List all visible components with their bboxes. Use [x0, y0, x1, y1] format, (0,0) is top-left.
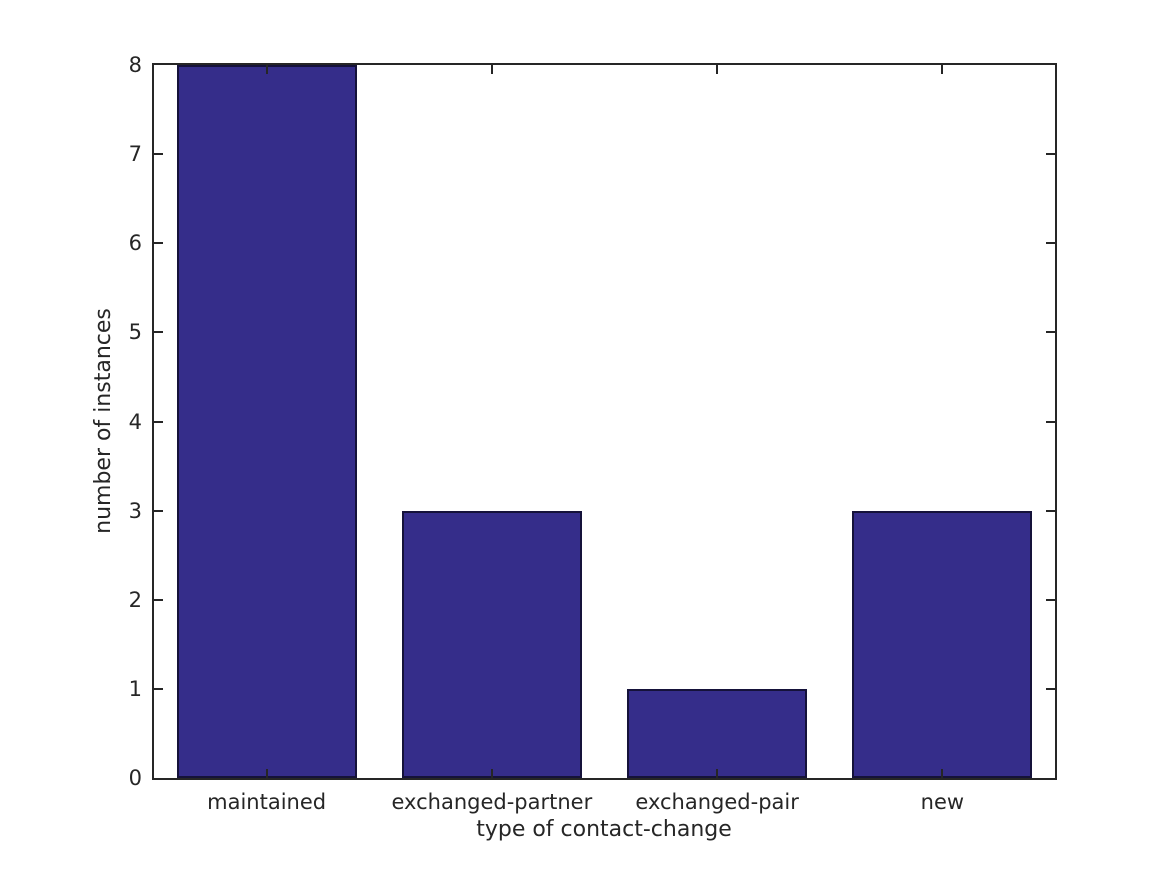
y-tick	[1046, 598, 1055, 601]
x-tick	[941, 65, 944, 74]
x-tick-label: exchanged-pair	[635, 790, 799, 814]
plot-inner	[154, 65, 1055, 778]
y-tick-label: 2	[128, 587, 142, 612]
x-tick	[490, 769, 493, 778]
y-tick	[154, 598, 163, 601]
bar-exchanged-partner	[401, 510, 582, 778]
y-tick	[154, 153, 163, 156]
y-tick	[1046, 509, 1055, 512]
bar-maintained	[176, 65, 357, 778]
x-tick-label: maintained	[207, 790, 327, 814]
y-tick-label: 7	[128, 142, 142, 167]
bar-new	[852, 510, 1033, 778]
y-tick	[154, 242, 163, 245]
y-tick-label: 3	[128, 498, 142, 523]
x-tick-label: new	[920, 790, 965, 814]
y-tick-label: 5	[128, 320, 142, 345]
y-tick	[1046, 153, 1055, 156]
plot-area	[152, 63, 1057, 780]
bar-exchanged-pair	[627, 688, 808, 778]
y-tick	[1046, 687, 1055, 690]
y-tick-label: 0	[128, 766, 142, 790]
x-tick	[941, 769, 944, 778]
y-tick	[1046, 331, 1055, 334]
y-tick	[1046, 242, 1055, 245]
y-tick-label: 6	[128, 231, 142, 256]
y-tick	[154, 509, 163, 512]
x-tick	[265, 769, 268, 778]
y-tick-label: 4	[128, 409, 142, 434]
x-tick	[716, 65, 719, 74]
y-tick-label: 1	[128, 676, 142, 701]
y-tick	[1046, 420, 1055, 423]
x-tick	[716, 769, 719, 778]
y-tick	[154, 420, 163, 423]
y-tick	[154, 331, 163, 334]
y-tick-label: 8	[128, 53, 142, 77]
x-tick-label: exchanged-partner	[391, 790, 593, 814]
y-tick	[154, 687, 163, 690]
x-tick	[490, 65, 493, 74]
x-axis-label: type of contact-change	[476, 817, 732, 842]
x-tick	[265, 65, 268, 74]
